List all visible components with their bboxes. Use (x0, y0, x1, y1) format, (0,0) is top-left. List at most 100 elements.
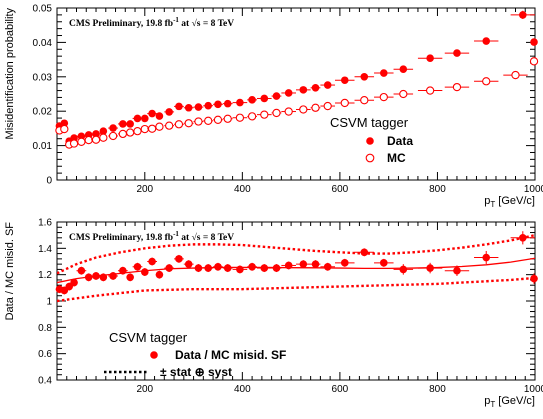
data-point (299, 260, 308, 268)
data-point (399, 89, 408, 99)
data-point (109, 124, 117, 132)
legend-entry: Data / MC misid. SF (175, 348, 286, 362)
y-tick-label: 0 (46, 176, 52, 187)
data-point (530, 274, 538, 283)
data-point (140, 114, 149, 123)
series-mc (55, 57, 539, 149)
y-tick-label: 0.8 (38, 323, 52, 334)
data-point (165, 121, 174, 130)
y-tick-label: 0.6 (38, 349, 52, 360)
y-tick-label: 1 (46, 297, 52, 308)
y-tick-label: 1.2 (38, 270, 52, 281)
data-point (453, 266, 461, 275)
data-point (213, 115, 223, 124)
cms-annotation: CMS Preliminary, 19.8 fb-1 at √s = 8 TeV (69, 16, 234, 29)
data-point (165, 108, 173, 116)
data-point (69, 139, 79, 148)
data-point (155, 270, 164, 279)
data-point (260, 264, 269, 272)
legend-entry: MC (387, 151, 406, 165)
legend-title: CSVM tagger (330, 115, 409, 130)
data-point (155, 122, 164, 131)
x-axis-label: pT [GeV/c] (484, 195, 535, 209)
y-tick-label: 1.6 (38, 218, 52, 229)
data-point (60, 124, 69, 134)
band-upper (57, 233, 535, 275)
data-point (248, 96, 256, 104)
data-point (272, 92, 281, 100)
data-point (323, 101, 332, 111)
y-tick-label: 0.03 (33, 72, 53, 83)
x-tick-label: 600 (332, 184, 349, 195)
data-point (399, 265, 408, 274)
legend-marker-data (366, 137, 374, 145)
data-point (299, 86, 308, 94)
data-point (236, 98, 244, 107)
data-point (126, 120, 134, 128)
data-point (194, 103, 203, 111)
data-point (118, 129, 127, 139)
data-point (133, 127, 142, 136)
data-point (204, 116, 213, 125)
data-point (248, 262, 256, 271)
data-point (260, 94, 269, 103)
data-point (360, 73, 369, 81)
data-point (453, 49, 461, 57)
y-tick-label: 0.05 (33, 4, 53, 15)
y-axis-label: Data / MC misid. SF (4, 222, 16, 321)
data-point (184, 119, 193, 128)
y-axis-label: Misidentification probability (4, 8, 16, 140)
data-point (133, 262, 142, 271)
data-point (260, 110, 269, 119)
data-point (530, 38, 538, 46)
data-point (247, 112, 257, 121)
data-point (119, 120, 127, 128)
data-point (70, 278, 78, 287)
data-point (184, 260, 193, 268)
x-tick-label: 800 (429, 384, 446, 395)
data-point (379, 69, 388, 77)
data-point (519, 11, 527, 19)
x-tick-label: 400 (234, 384, 251, 395)
data-point (511, 70, 520, 80)
data-point (482, 37, 491, 45)
data-point (223, 114, 232, 123)
data-point (148, 257, 156, 266)
plot-frame (56, 7, 536, 181)
data-point (340, 98, 349, 108)
data-point (311, 260, 320, 268)
data-point (126, 128, 135, 137)
data-point (214, 100, 222, 109)
legend-title: CSVM tagger (109, 330, 188, 345)
data-point (77, 266, 86, 275)
data-point (223, 99, 232, 108)
data-point (91, 135, 101, 144)
data-point (92, 130, 100, 138)
data-point (379, 92, 388, 102)
data-point (311, 103, 320, 112)
data-point (60, 119, 69, 128)
y-tick-label: 0.04 (33, 38, 53, 49)
x-tick-label: 800 (429, 184, 446, 195)
legend: CSVM tagger Data / MC misid. SF ± stat ⊕ s… (104, 330, 286, 379)
data-point (284, 89, 293, 97)
data-point (165, 264, 173, 272)
data-point (379, 259, 388, 267)
band-lower (57, 276, 535, 303)
data-point (147, 124, 157, 133)
data-point (148, 109, 156, 118)
series-data (55, 10, 538, 145)
data-point (299, 105, 308, 114)
data-point (360, 248, 369, 257)
data-point (272, 108, 281, 118)
y-tick-label: 1.4 (38, 244, 52, 255)
y-tick-label: 0.01 (33, 141, 53, 152)
legend-entry: ± stat ⊕ syst (160, 365, 232, 379)
data-point (482, 77, 491, 86)
data-point (174, 120, 184, 129)
legend: CSVM tagger Data MC (330, 115, 413, 165)
data-point (360, 96, 369, 105)
